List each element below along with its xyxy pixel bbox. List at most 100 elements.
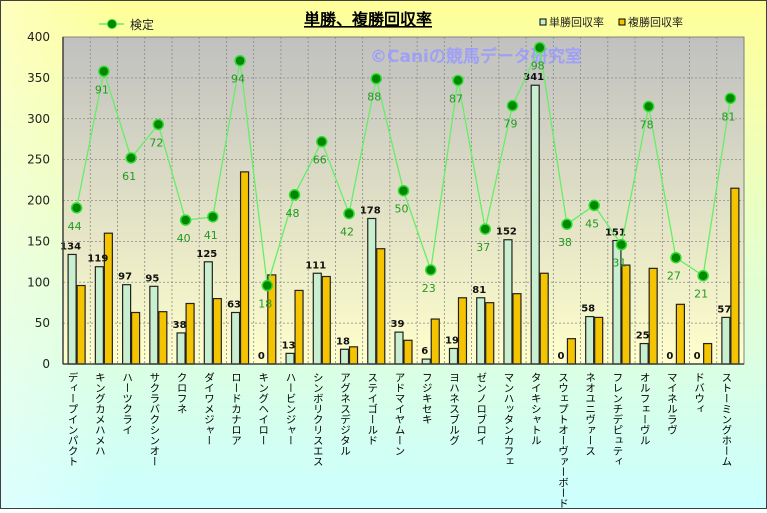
x-tick-label: ステイゴールド (366, 372, 378, 446)
data-label-tansho: 6 (421, 346, 428, 357)
bar-tansho (639, 342, 649, 365)
x-tick-label: ドバウィ (693, 372, 705, 414)
bar-fukusho (321, 275, 331, 365)
line-marker-kentei (724, 92, 737, 105)
data-label-tansho: 13 (282, 340, 296, 351)
watermark: ©Caniの競馬データ研究室 (370, 46, 582, 67)
legend-label-kentei: 検定 (130, 17, 154, 32)
bar-fukusho (675, 303, 686, 365)
bar-fukusho (239, 171, 250, 365)
y-tick-label: 200 (27, 194, 50, 208)
bar-tansho (176, 332, 186, 365)
data-label-tansho: 178 (360, 205, 381, 216)
x-tick-label: ストーミングホーム (720, 372, 732, 467)
data-label-tansho: 25 (636, 331, 650, 342)
data-label-tansho: 0 (557, 351, 564, 362)
line-marker-kentei (588, 199, 600, 212)
bar-fukusho (76, 284, 86, 365)
x-tick-label: ダイワメジャー (203, 372, 215, 446)
bar-fukusho (403, 339, 413, 365)
line-marker-kentei (561, 218, 573, 230)
data-label-kentei: 48 (286, 207, 300, 220)
data-label-tansho: 125 (196, 249, 217, 260)
line-marker-kentei (125, 152, 137, 164)
bar-tansho (530, 84, 540, 365)
line-marker-kentei (261, 279, 274, 292)
line-marker-kentei (697, 269, 709, 282)
legend-label-fukusho: 複勝回収率 (628, 15, 683, 29)
bar-tansho (285, 352, 295, 365)
bar-fukusho (212, 298, 222, 365)
bar-fukusho (703, 342, 713, 365)
y-tick-label: 400 (27, 30, 50, 44)
bar-fukusho (485, 302, 495, 365)
data-label-tansho: 19 (445, 335, 459, 346)
bar-tansho (94, 266, 104, 365)
line-marker-kentei (533, 41, 546, 54)
line-marker-kentei (506, 99, 519, 112)
bar-fukusho (621, 264, 631, 365)
line-marker-kentei (670, 251, 682, 264)
x-tick-label: キングヘイロー (257, 372, 269, 446)
x-tick-label: オルフェーヴル (639, 372, 651, 446)
legend-line-marker (107, 19, 117, 29)
x-tick-label: アグネスデジタル (339, 372, 351, 456)
data-label-kentei: 41 (204, 229, 218, 242)
line-marker-kentei (179, 214, 192, 226)
bar-fukusho (376, 248, 386, 365)
bar-tansho (203, 261, 213, 365)
data-label-tansho: 58 (581, 304, 595, 315)
bar-tansho (448, 347, 459, 365)
line-marker-kentei (98, 65, 110, 78)
data-label-kentei: 87 (449, 92, 463, 105)
line-marker-kentei (152, 118, 165, 131)
data-label-tansho: 18 (336, 336, 350, 347)
line-marker-kentei (424, 264, 437, 276)
bar-tansho (67, 253, 77, 365)
data-label-tansho: 341 (523, 72, 544, 83)
bar-tansho (121, 284, 132, 365)
data-label-kentei: 91 (95, 83, 109, 96)
bar-fukusho (185, 302, 195, 365)
data-label-tansho: 63 (227, 299, 241, 310)
y-tick-label: 100 (27, 275, 50, 289)
data-label-kentei: 94 (231, 73, 245, 86)
y-tick-label: 250 (27, 153, 50, 167)
bar-tansho (312, 272, 322, 365)
data-label-kentei: 66 (313, 154, 327, 167)
bar-fukusho (730, 187, 740, 365)
data-label-tansho: 119 (87, 254, 108, 265)
data-label-kentei: 72 (149, 136, 163, 149)
line-marker-kentei (370, 72, 383, 85)
data-label-tansho: 0 (258, 351, 265, 362)
bar-fukusho (512, 293, 522, 365)
bar-tansho (503, 239, 513, 365)
legend: 検定 単勝回収率 複勝回収率 (99, 15, 683, 32)
data-label-tansho: 151 (605, 228, 626, 239)
data-label-tansho: 81 (472, 285, 486, 296)
bar-tansho (585, 315, 595, 365)
data-label-kentei: 38 (558, 236, 572, 249)
bar-fukusho (348, 346, 359, 365)
line-marker-kentei (452, 74, 464, 87)
bar-fukusho (430, 318, 440, 365)
bar-fukusho (539, 272, 549, 365)
x-tick-label: タイキシャトル (530, 372, 542, 446)
bar-fukusho (594, 316, 604, 365)
legend-label-tansho: 単勝回収率 (549, 15, 604, 29)
bar-tansho (149, 285, 159, 365)
bar-fukusho (457, 297, 468, 365)
y-tick-label: 350 (27, 71, 50, 85)
bar-tansho (339, 348, 350, 365)
line-marker-kentei (207, 211, 219, 223)
x-tick-label: フレンチデピュティ (611, 372, 623, 467)
line-marker-kentei (288, 189, 301, 201)
data-label-kentei: 44 (68, 220, 82, 233)
bar-fukusho (648, 267, 658, 365)
line-marker-kentei (642, 100, 655, 113)
y-tick-label: 0 (42, 357, 50, 371)
bar-tansho (367, 217, 377, 365)
legend-swatch-tansho (539, 18, 547, 26)
data-label-kentei: 45 (585, 217, 599, 230)
legend-swatch-fukusho (618, 18, 626, 26)
